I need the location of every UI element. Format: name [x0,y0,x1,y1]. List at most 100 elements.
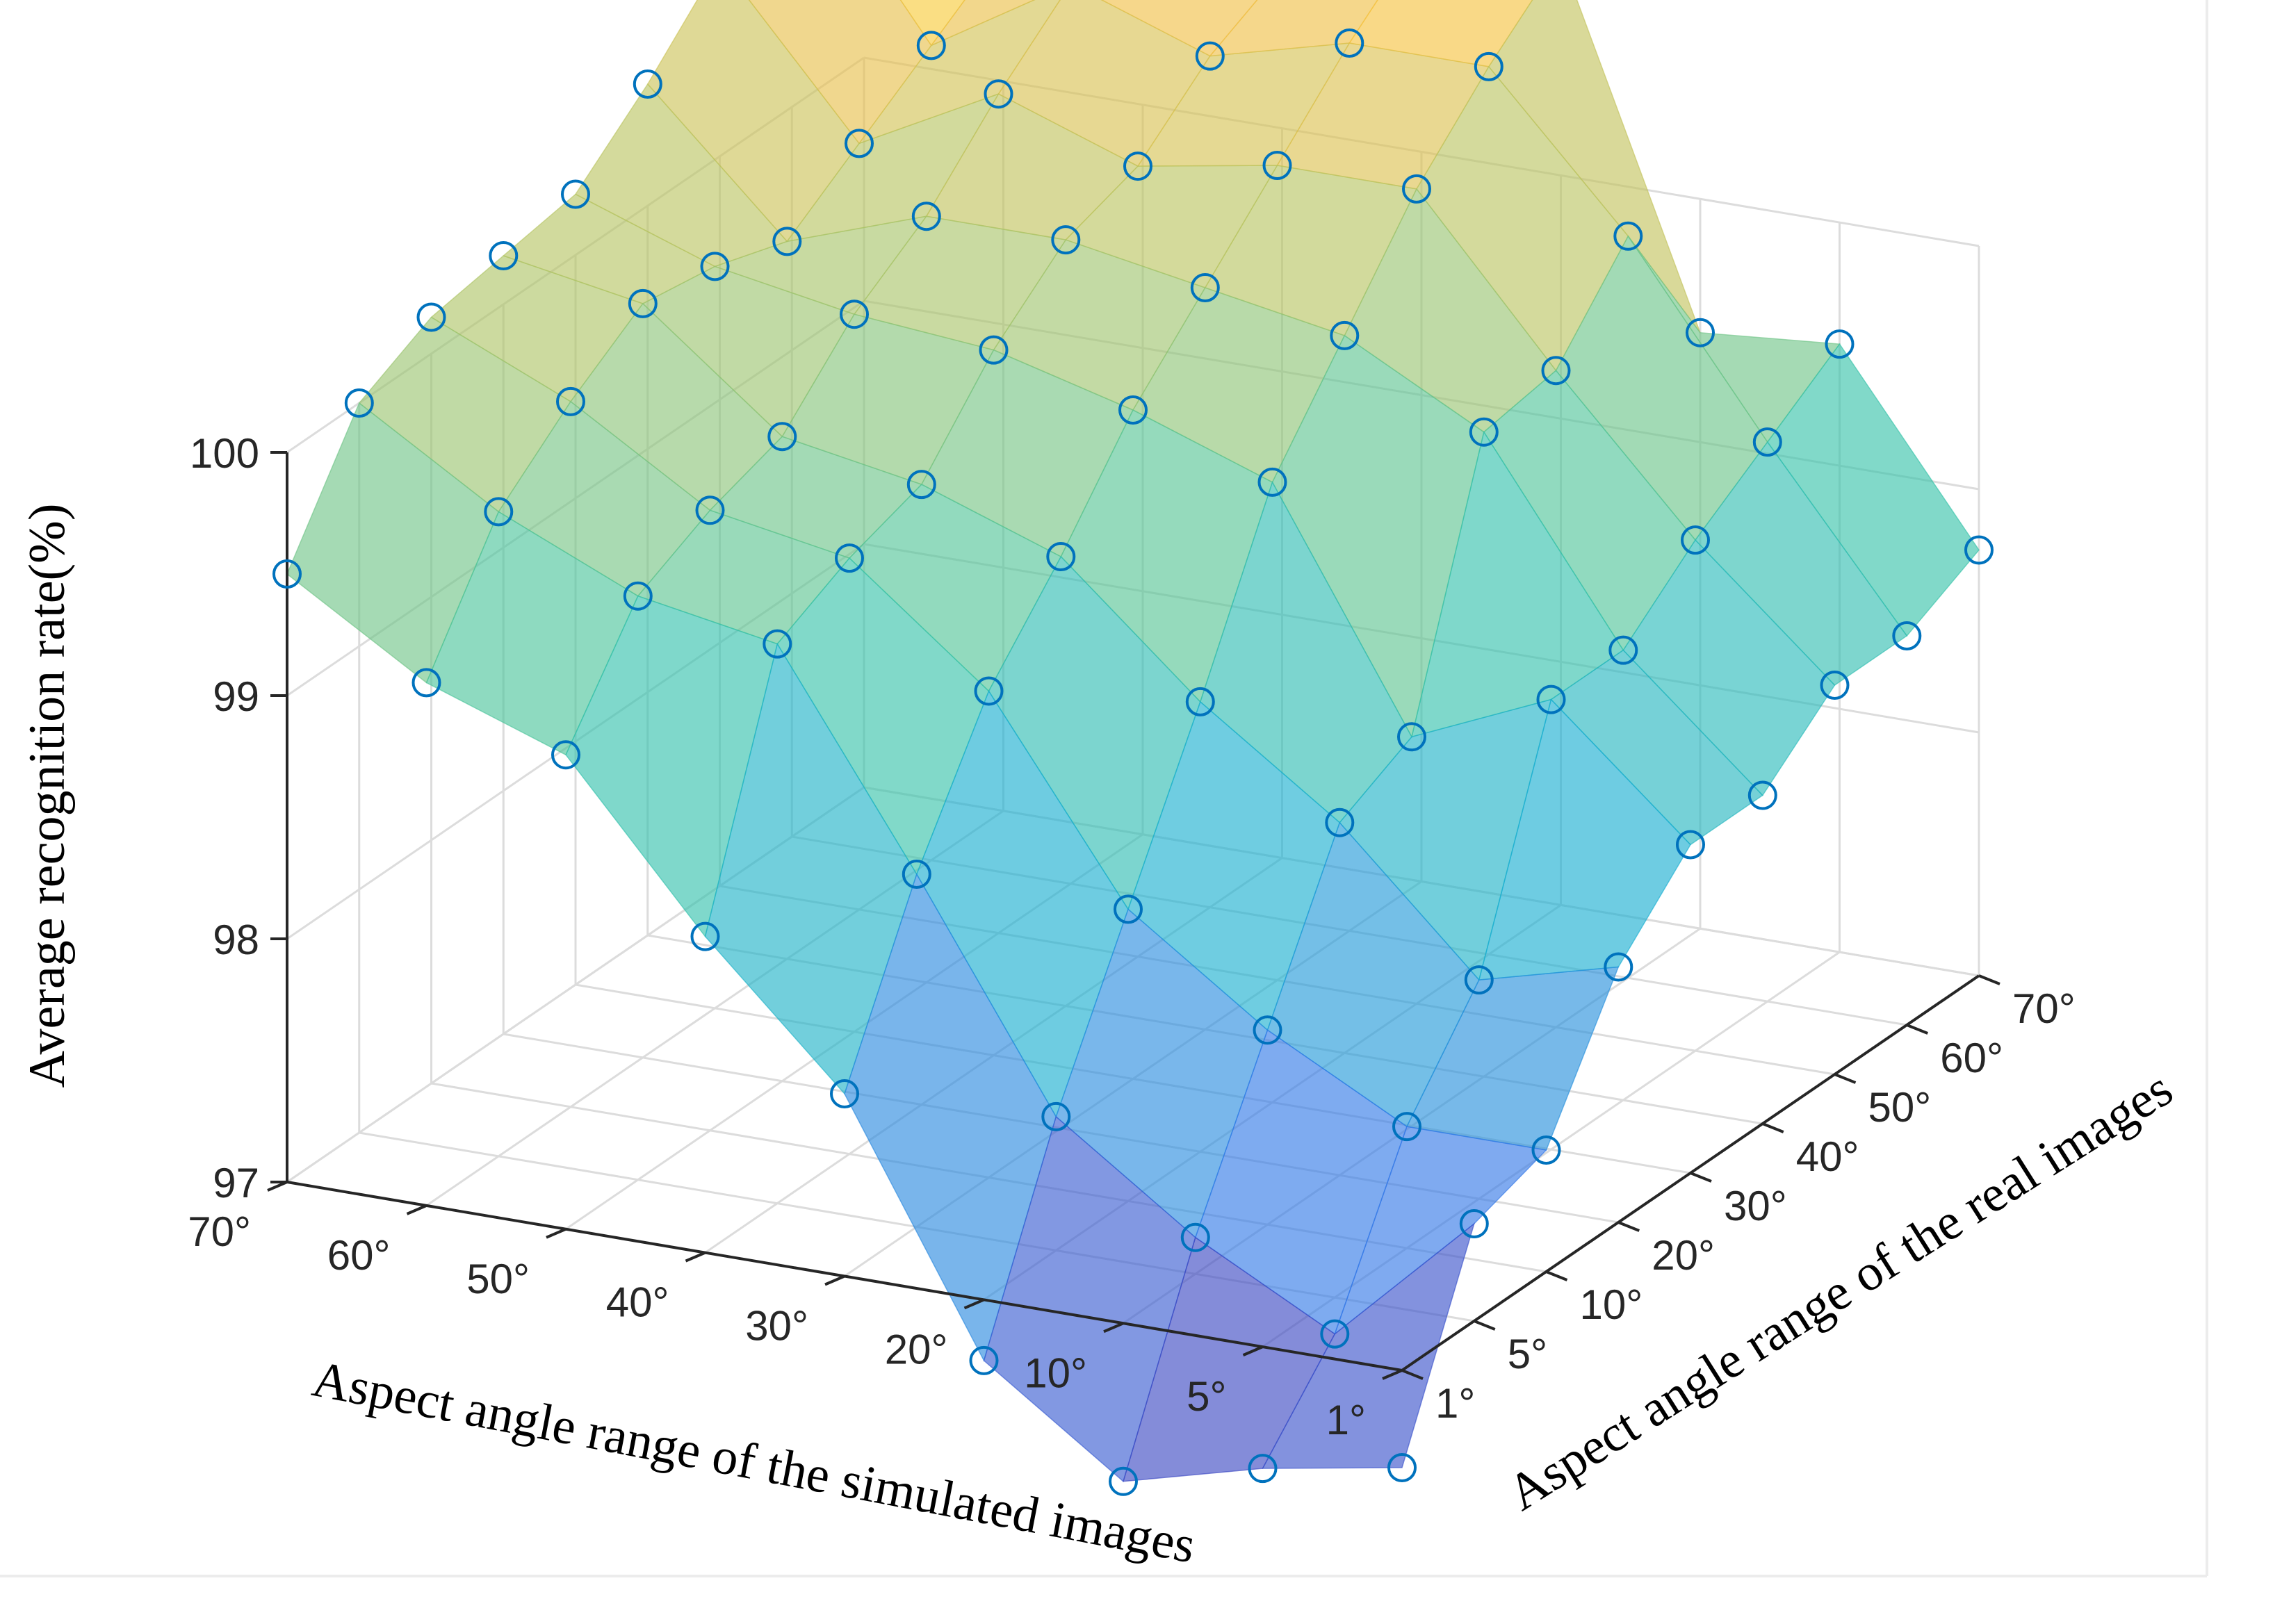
data-point [835,543,864,573]
data-point [767,422,797,452]
x-tick-mark [824,1274,845,1286]
data-point [690,921,720,951]
data-point [830,1079,859,1108]
surface-patch [899,0,965,47]
x-tick-label: 1° [1326,1397,1366,1443]
data-point [1747,780,1777,810]
data-point [1262,151,1292,180]
data-points-layer [272,28,1994,1496]
data-point [272,559,302,589]
data-point [1190,273,1220,302]
x-tick-label: 20° [885,1326,948,1372]
data-point [551,740,580,770]
data-point [840,300,869,329]
data-point [561,179,590,209]
data-point [902,860,931,889]
y-tick-label: 40° [1796,1133,1859,1180]
data-point [411,668,441,698]
data-point [695,495,725,525]
y-tick-mark [1401,1369,1424,1380]
data-point [979,335,1009,365]
tick-labels-layer: 70°60°50°40°30°20°10°5°1° 1°5°10°20°30°40… [188,430,2075,1443]
axes-layer [267,451,2000,1380]
data-point [1248,1454,1278,1484]
data-point [845,129,874,158]
data-point [1604,952,1633,982]
y-tick-label: 70° [2012,985,2076,1032]
data-point [984,79,1013,109]
data-point [1114,894,1143,924]
data-point [1109,1466,1138,1496]
data-point [1180,1222,1210,1252]
x-tick-mark [1382,1369,1403,1380]
data-point [1253,1015,1282,1045]
data-point [344,388,374,418]
data-point [700,252,730,281]
y-tick-mark [1906,1024,1928,1035]
data-point [763,629,792,659]
data-point [1046,542,1076,571]
x-tick-label: 40° [606,1279,669,1326]
data-point [1536,684,1566,714]
data-point [489,241,519,270]
y-tick-mark [1545,1270,1568,1281]
data-point [1820,671,1850,700]
data-point [1686,318,1715,347]
data-point [772,227,802,256]
data-point [1676,830,1705,860]
y-tick-label: 50° [1868,1084,1932,1131]
data-point [1195,41,1225,71]
data-point [911,202,941,231]
x-tick-label: 5° [1187,1373,1226,1420]
data-point [556,386,585,416]
data-point [916,31,946,60]
y-tick-label: 20° [1652,1232,1715,1279]
z-tick-label: 97 [213,1160,259,1206]
y-tick-label: 30° [1724,1183,1787,1229]
x-tick-label: 30° [745,1303,808,1350]
y-tick-mark [1474,1320,1496,1331]
data-point [1330,320,1360,350]
data-point [1681,525,1710,555]
data-point [1608,635,1638,665]
data-point [1257,467,1287,497]
x-tick-mark [685,1251,706,1263]
x-tick-label: 60° [327,1232,391,1279]
z-tick-label: 98 [213,917,259,963]
data-point [484,497,514,527]
data-point [1531,1135,1561,1165]
data-point [969,1345,999,1375]
data-point [623,581,653,611]
data-point [1474,51,1503,81]
z-tick-label: 99 [213,673,259,720]
x-tick-mark [1103,1322,1124,1334]
data-point [1123,151,1152,181]
data-point [1320,1319,1350,1349]
data-point [1459,1209,1489,1238]
data-point [974,676,1004,706]
z-axis-title: Average recognition rate(%) [19,504,76,1088]
y-tick-mark [1834,1073,1857,1084]
data-point [1051,225,1081,255]
data-point [1402,174,1431,204]
y-tick-mark [1762,1122,1784,1133]
data-point [1335,28,1364,58]
data-point [1464,965,1494,995]
data-point [1387,1453,1417,1482]
y-tick-mark [1690,1172,1712,1183]
y-tick-label: 60° [1940,1035,2003,1081]
x-tick-label: 50° [466,1256,530,1302]
data-point [1118,395,1148,425]
data-point [1185,687,1215,716]
data-point [1613,221,1643,251]
x-tick-mark [546,1227,567,1239]
data-point [1541,356,1571,386]
x-tick-mark [1242,1345,1264,1356]
x-tick-label: 70° [188,1208,251,1255]
x-tick-mark [963,1298,985,1310]
data-point [1752,427,1782,457]
data-point [1392,1112,1421,1142]
y-tick-mark [1978,974,2000,985]
data-point [633,69,662,99]
